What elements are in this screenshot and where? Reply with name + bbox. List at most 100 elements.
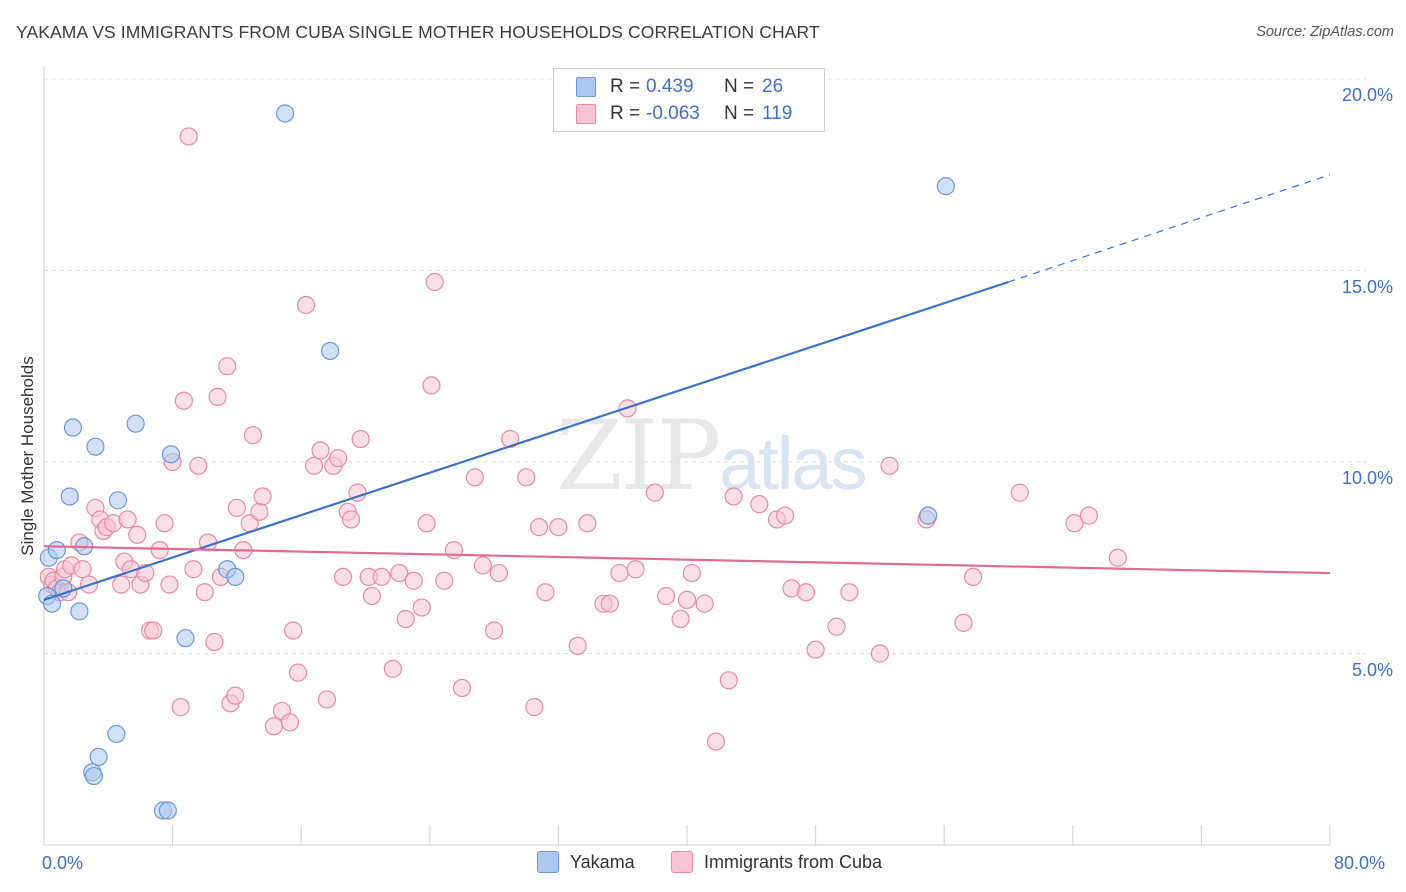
cuba-point xyxy=(501,429,520,449)
legend-swatch-cuba xyxy=(576,104,596,124)
yakama-point xyxy=(60,487,79,506)
cuba-point xyxy=(417,514,436,533)
cuba-point xyxy=(208,387,227,406)
cuba-point xyxy=(284,621,303,640)
y-tick-label: 15.0% xyxy=(1341,276,1393,297)
cuba-point xyxy=(311,441,330,460)
cuba-point xyxy=(452,678,472,698)
cuba-point xyxy=(600,594,619,613)
cuba-point xyxy=(362,586,382,606)
cuba-point xyxy=(390,563,409,583)
cuba-point xyxy=(695,594,714,613)
watermark-zip: ZIP xyxy=(556,400,721,512)
n-label: N = xyxy=(724,103,755,124)
cuba-point xyxy=(724,487,743,506)
legend-item-cuba[interactable]: Immigrants from Cuba xyxy=(671,851,882,873)
cuba-point xyxy=(626,560,645,579)
yakama-point xyxy=(919,506,938,525)
y-tick-label: 5.0% xyxy=(1351,659,1393,680)
cuba-point xyxy=(243,426,263,445)
cuba-point xyxy=(112,575,131,594)
data-points xyxy=(38,104,1127,820)
yakama-point xyxy=(86,437,105,456)
cuba-point xyxy=(171,698,190,717)
cuba-trend-line xyxy=(43,545,1331,575)
cuba-point xyxy=(517,468,536,487)
axes xyxy=(43,66,1331,846)
cuba-point xyxy=(657,586,676,606)
cuba-point xyxy=(530,518,549,537)
yakama-point xyxy=(321,341,340,361)
cuba-point xyxy=(870,644,890,663)
yakama-point xyxy=(108,491,128,510)
cuba-point xyxy=(473,556,492,575)
cuba-point xyxy=(372,567,391,587)
cuba-point xyxy=(333,567,353,587)
cuba-point xyxy=(549,518,568,537)
yakama-point xyxy=(89,747,108,767)
cuba-point xyxy=(184,560,203,579)
yakama-point xyxy=(70,602,89,621)
yakama-point xyxy=(161,445,181,464)
cuba-point xyxy=(444,540,464,560)
cuba-point xyxy=(227,498,246,518)
cuba-point xyxy=(954,613,973,632)
y-tick-label: 20.0% xyxy=(1341,85,1393,105)
cuba-point xyxy=(412,598,431,617)
n-value: 119 xyxy=(762,103,793,124)
cuba-point xyxy=(610,563,629,583)
r-value: -0.063 xyxy=(646,103,700,124)
yakama-trend-line xyxy=(43,280,1009,601)
cuba-point xyxy=(296,295,316,315)
chart-title: YAKAMA VS IMMIGRANTS FROM CUBA SINGLE MO… xyxy=(16,22,820,42)
cuba-point xyxy=(775,506,795,525)
cuba-point xyxy=(329,449,348,468)
cuba-point xyxy=(317,690,337,709)
cuba-point xyxy=(351,429,370,449)
cuba-point xyxy=(827,617,846,636)
cuba-point xyxy=(1108,548,1127,567)
cuba-point xyxy=(174,391,193,410)
legend-item-yakama[interactable]: Yakama xyxy=(537,851,635,873)
cuba-point xyxy=(218,357,237,376)
n-value: 26 xyxy=(762,76,784,97)
yakama-point xyxy=(176,629,195,648)
cuba-point xyxy=(489,563,509,583)
r-label: R = xyxy=(610,103,641,124)
cuba-point xyxy=(396,609,415,629)
legend-label-cuba: Immigrants from Cuba xyxy=(704,851,883,872)
watermark-atlas: atlas xyxy=(719,422,867,505)
cuba-point xyxy=(1010,483,1029,502)
yakama-trend-extension xyxy=(1008,174,1331,283)
cuba-point xyxy=(706,732,726,751)
cuba-point xyxy=(1079,506,1098,525)
cuba-point xyxy=(264,717,283,736)
cuba-point xyxy=(288,663,308,682)
cuba-point xyxy=(150,540,169,560)
legend-swatch-yakama xyxy=(576,77,596,97)
cuba-point xyxy=(840,583,859,602)
cuba-point xyxy=(796,583,816,602)
cuba-point xyxy=(73,560,92,579)
cuba-point xyxy=(195,583,214,602)
cuba-point xyxy=(645,483,664,502)
cuba-point xyxy=(525,698,544,717)
yakama-point xyxy=(936,177,955,196)
cuba-point xyxy=(253,487,272,506)
cuba-point xyxy=(155,514,174,533)
legend-swatch-yakama xyxy=(537,851,559,873)
x-tick-label-min: 0.0% xyxy=(42,853,84,873)
cuba-point xyxy=(383,659,402,678)
cuba-point xyxy=(425,272,444,292)
cuba-point xyxy=(189,456,208,475)
cuba-point xyxy=(682,563,701,583)
cuba-point xyxy=(144,621,163,640)
legend-swatch-cuba xyxy=(671,851,693,873)
cuba-point xyxy=(719,671,738,690)
cuba-point xyxy=(465,468,484,487)
yakama-point xyxy=(158,801,177,820)
cuba-point xyxy=(435,571,454,590)
cuba-point xyxy=(677,590,697,609)
cuba-point xyxy=(964,567,983,587)
